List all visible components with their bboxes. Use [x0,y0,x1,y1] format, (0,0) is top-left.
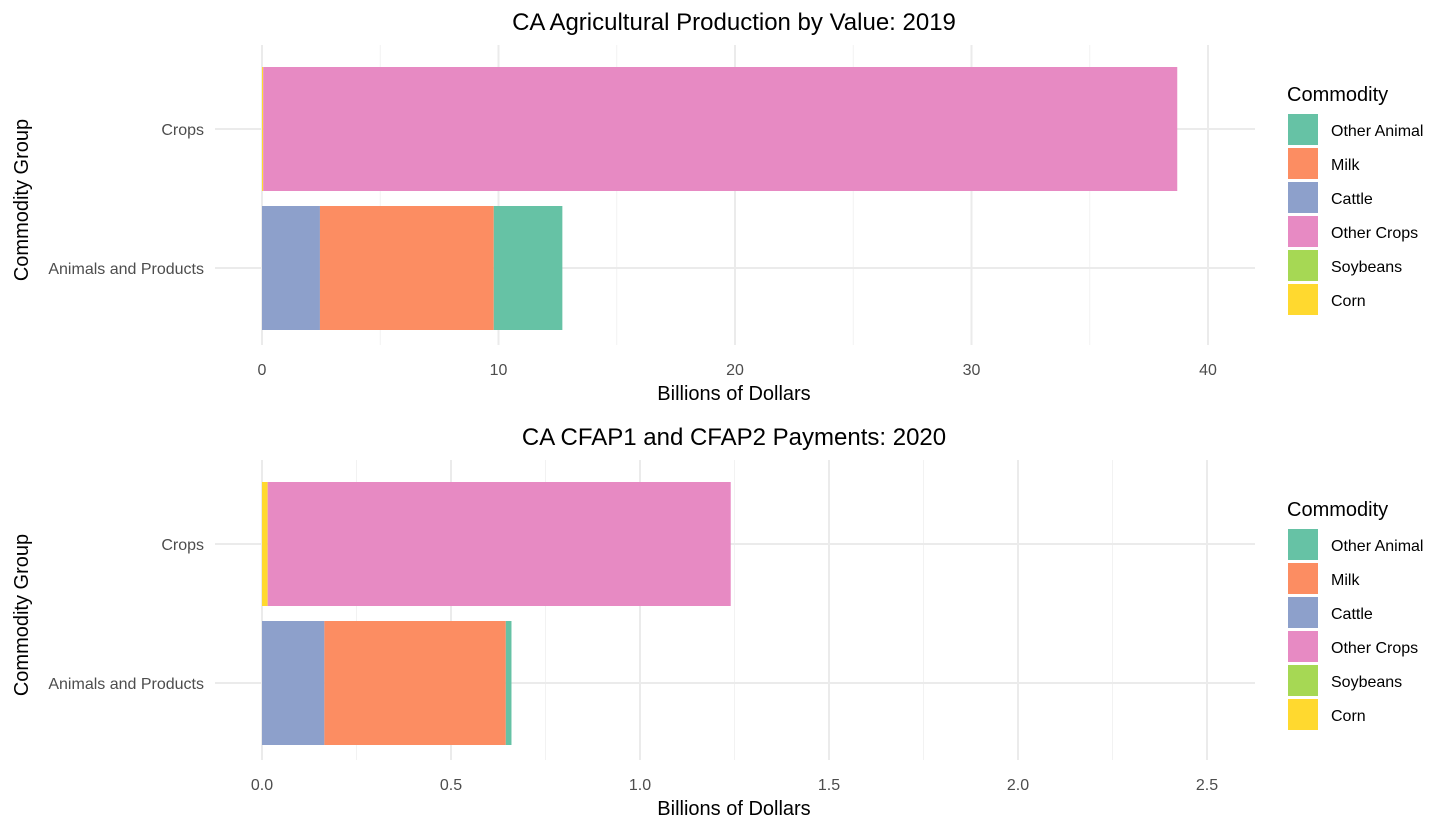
legend-label-cattle: Cattle [1331,606,1373,623]
legend-swatch-soybeans [1288,665,1318,696]
bar-cattle-animals-and-products [262,621,325,745]
legend-label-corn: Corn [1331,293,1366,310]
y-tick-label-animals-and-products: Animals and Products [48,261,204,278]
legend-swatch-milk [1288,148,1318,179]
legend-label-cattle: Cattle [1331,191,1373,208]
bar-cattle-animals-and-products [262,206,320,330]
x-tick-label: 0 [258,362,267,379]
legend-swatch-other-animal [1288,114,1318,145]
legend-swatch-cattle [1288,182,1318,213]
legend-swatch-other-crops [1288,631,1318,662]
y-tick-label-crops: Crops [161,122,204,139]
bar-milk-animals-and-products [324,621,506,745]
legend-label-milk: Milk [1331,572,1360,589]
x-axis-title: Billions of Dollars [657,383,810,405]
x-tick-label: 30 [963,362,981,379]
legend-swatch-other-animal [1288,529,1318,560]
legend-label-other-crops: Other Crops [1331,225,1418,242]
bar-other-animal-animals-and-products [505,621,512,745]
chart-panel-production-2019: CA Agricultural Production by Value: 201… [0,0,1456,415]
x-tick-label: 10 [490,362,508,379]
y-tick-label-animals-and-products: Animals and Products [48,676,204,693]
x-axis-title: Billions of Dollars [657,798,810,820]
bar-chart-payments-2020: CA CFAP1 and CFAP2 Payments: 2020 Billio… [11,424,1423,820]
bar-other-crops-crops [263,67,1178,191]
y-tick-label-crops: Crops [161,537,204,554]
x-tick-label: 2.5 [1196,777,1218,794]
legend-swatch-soybeans [1288,250,1318,281]
x-tick-label: 1.0 [629,777,651,794]
x-tick-label: 20 [726,362,744,379]
bar-corn-crops [262,482,268,606]
y-axis-title: Commodity Group [11,534,33,696]
x-tick-label: 1.5 [818,777,840,794]
legend-label-other-crops: Other Crops [1331,640,1418,657]
legend-swatch-corn [1288,699,1318,730]
bar-other-crops-crops [267,482,731,606]
legend-label-other-animal: Other Animal [1331,538,1423,555]
bar-corn-crops [262,67,264,191]
chart-title: CA Agricultural Production by Value: 201… [512,9,956,36]
legend-label-soybeans: Soybeans [1331,674,1402,691]
legend-swatch-corn [1288,284,1318,315]
legend-swatch-other-crops [1288,216,1318,247]
legend-swatch-milk [1288,563,1318,594]
legend-swatch-cattle [1288,597,1318,628]
legend-label-other-animal: Other Animal [1331,123,1423,140]
chart-panel-payments-2020: CA CFAP1 and CFAP2 Payments: 2020 Billio… [0,415,1456,831]
legend-label-corn: Corn [1331,708,1366,725]
legend-title: Commodity [1287,499,1388,521]
chart-title: CA CFAP1 and CFAP2 Payments: 2020 [522,424,946,451]
x-tick-label: 0.5 [440,777,462,794]
legend-label-milk: Milk [1331,157,1360,174]
bar-chart-production-2019: CA Agricultural Production by Value: 201… [11,9,1423,405]
bar-milk-animals-and-products [319,206,494,330]
y-axis-title: Commodity Group [11,119,33,281]
bar-other-animal-animals-and-products [493,206,563,330]
x-tick-label: 2.0 [1007,777,1029,794]
x-tick-label: 0.0 [251,777,273,794]
legend-label-soybeans: Soybeans [1331,259,1402,276]
legend-title: Commodity [1287,84,1388,106]
x-tick-label: 40 [1199,362,1217,379]
